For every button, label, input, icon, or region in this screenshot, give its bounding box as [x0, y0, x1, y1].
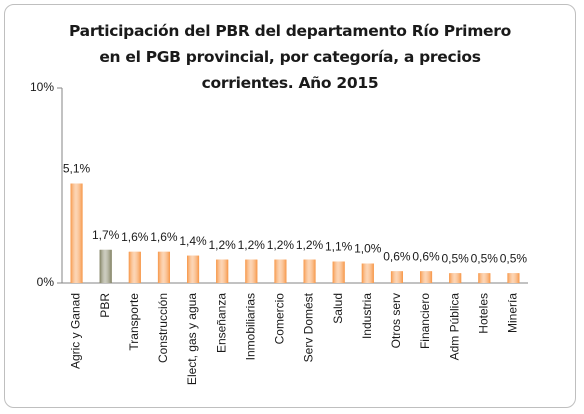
value-label: 1,1%	[325, 240, 353, 254]
x-tick-label: Serv Domést	[302, 292, 316, 362]
x-tick-label: Otros serv	[389, 293, 403, 348]
x-tick-label: Enseñanza	[214, 293, 228, 353]
chart-title: Participación del PBR del departamento R…	[69, 22, 511, 92]
bar	[245, 259, 258, 283]
bar	[303, 259, 316, 283]
x-tick-label: Inmobiliarias	[243, 293, 257, 360]
bar	[70, 183, 83, 283]
value-label: 0,6%	[412, 249, 440, 263]
x-tick-label: Comercio	[273, 293, 287, 345]
bar	[128, 251, 141, 283]
x-tick-label: Transporte	[127, 293, 141, 351]
value-label: 0,6%	[383, 249, 411, 263]
y-tick-label: 10%	[30, 80, 54, 94]
value-label: 1,6%	[150, 230, 178, 244]
bar	[390, 271, 403, 283]
value-label: 1,4%	[179, 234, 207, 248]
x-tick-label: Elect, gas y agua	[185, 293, 199, 385]
value-label: 0,5%	[471, 251, 499, 265]
value-label: 1,2%	[267, 238, 295, 252]
bar	[157, 251, 170, 283]
y-tick-label: 0%	[37, 275, 55, 289]
bar	[507, 273, 520, 283]
bar	[332, 261, 345, 283]
value-label: 0,5%	[500, 251, 528, 265]
x-tick-label: Adm Pública	[447, 293, 461, 361]
bar	[187, 255, 200, 283]
x-tick-label: Salud	[331, 293, 345, 324]
bar	[274, 259, 287, 283]
bar	[216, 259, 229, 283]
value-label: 1,7%	[92, 228, 120, 242]
value-label: 1,2%	[209, 238, 237, 252]
value-label: 0,5%	[442, 251, 470, 265]
bar	[99, 249, 112, 283]
x-tick-label: Construcción	[156, 293, 170, 363]
bar	[420, 271, 433, 283]
bar	[449, 273, 462, 283]
value-label: 1,2%	[296, 238, 324, 252]
bar	[478, 273, 491, 283]
x-tick-label: Industria	[360, 293, 374, 339]
x-tick-label: Agric y Ganad	[69, 293, 83, 369]
chart-frame	[4, 4, 576, 408]
x-tick-label: Financiero	[418, 293, 432, 349]
x-tick-label: PBR	[98, 293, 112, 318]
x-tick-label: Minería	[506, 293, 520, 333]
x-tick-label: Hoteles	[476, 293, 490, 334]
value-label: 5,1%	[63, 162, 91, 176]
value-label: 1,6%	[121, 230, 149, 244]
value-label: 1,0%	[354, 242, 382, 256]
value-label: 1,2%	[238, 238, 266, 252]
bar	[361, 263, 374, 283]
